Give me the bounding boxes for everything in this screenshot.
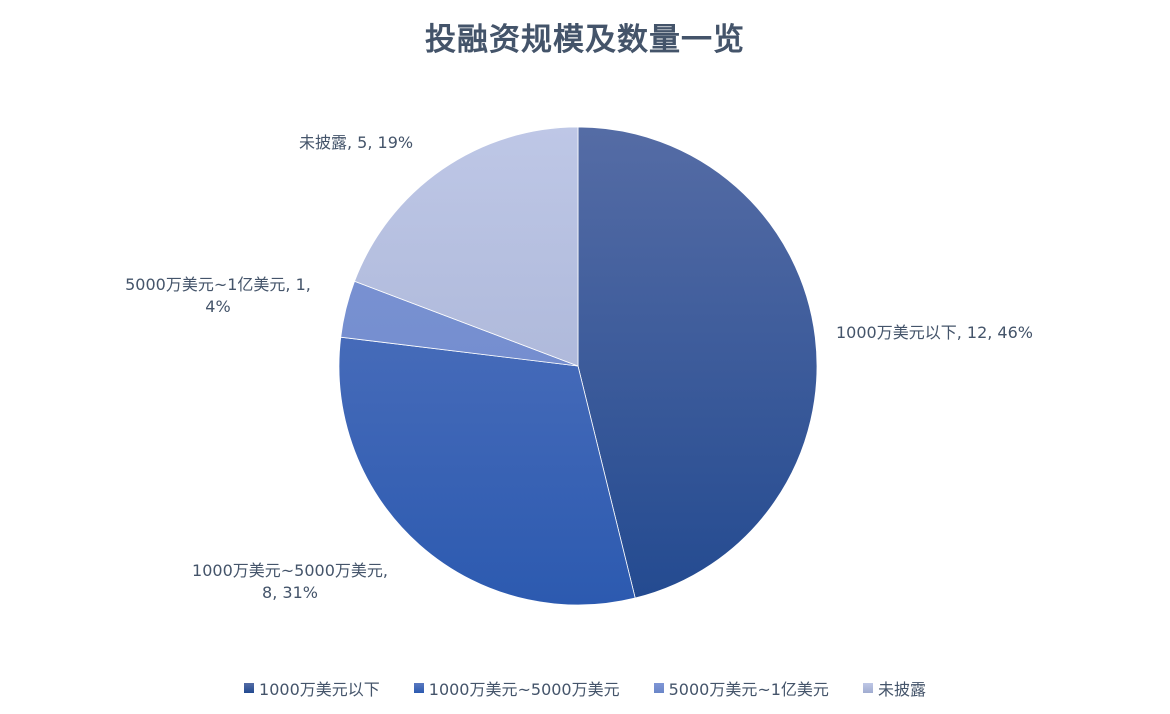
pie-slice-3 <box>354 126 579 367</box>
legend-label: 1000万美元~5000万美元 <box>428 680 620 699</box>
legend-swatch <box>862 683 873 693</box>
legend-item-1: 1000万美元~5000万美元 <box>413 676 620 700</box>
legend-item-0: 1000万美元以下 <box>244 676 380 700</box>
chart-title: 投融资规模及数量一览 <box>425 22 745 58</box>
legend: 1000万美元以下 1000万美元~5000万美元 5000万美元~1亿美元 未披露 <box>0 676 1170 700</box>
data-label-0: 1000万美元以下, 12, 46% <box>836 323 1033 342</box>
legend-label: 未披露 <box>877 680 926 699</box>
legend-label: 1000万美元以下 <box>259 680 380 699</box>
data-label-1: 1000万美元~5000万美元, 8, 31% <box>170 560 410 604</box>
data-label-2-text: 5000万美元~1亿美元, 1, <box>125 275 311 294</box>
legend-swatch <box>653 683 664 693</box>
pie-slice-0 <box>577 126 818 599</box>
legend-item-2: 5000万美元~1亿美元 <box>653 676 829 700</box>
legend-label: 5000万美元~1亿美元 <box>668 680 829 699</box>
data-label-3: 未披露, 5, 19% <box>299 133 414 152</box>
data-label-1-text-2: 8, 31% <box>262 583 318 602</box>
data-label-2: 5000万美元~1亿美元, 1, 4% <box>100 274 336 318</box>
data-label-2-text-2: 4% <box>205 297 231 316</box>
legend-item-3: 未披露 <box>862 676 926 700</box>
data-label-1-text: 1000万美元~5000万美元, <box>192 561 388 580</box>
pie-slice-1 <box>338 336 636 606</box>
legend-swatch <box>244 683 255 693</box>
legend-swatch <box>413 683 424 693</box>
